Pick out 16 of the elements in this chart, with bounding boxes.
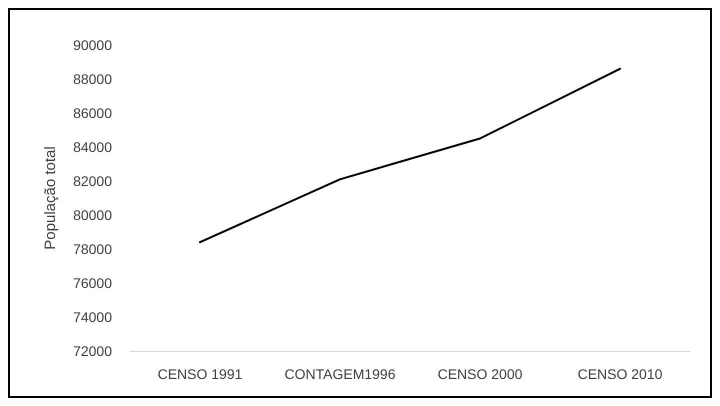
y-tick-label: 90000 [73,37,112,53]
line-series [199,68,621,244]
y-tick-label: 78000 [73,241,112,257]
y-tick-label: 84000 [73,139,112,155]
y-tick-label: 88000 [73,71,112,87]
y-tick-label: 82000 [73,173,112,189]
y-tick-label: 74000 [73,309,112,325]
y-tick-label: 80000 [73,207,112,223]
x-tick-label: CENSO 2010 [578,366,663,382]
y-axis-title: População total [42,146,59,250]
x-tick-label: CONTAGEM1996 [284,366,396,382]
y-tick-label: 86000 [73,105,112,121]
y-tick-label: 72000 [73,343,112,359]
y-tick-label: 76000 [73,275,112,291]
x-tick-label: CENSO 2000 [438,366,523,382]
x-tick-label: CENSO 1991 [158,366,243,382]
